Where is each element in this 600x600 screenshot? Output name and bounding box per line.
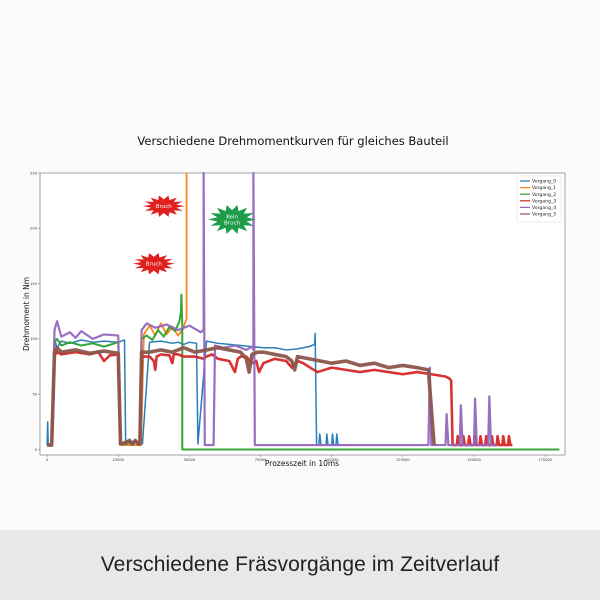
annotation-text: Bruch	[156, 204, 173, 210]
y-tick-label: 250	[30, 171, 38, 175]
x-tick-label: 175000	[538, 458, 552, 462]
series-line-vorgang-1	[121, 173, 188, 446]
annotation-star-shape	[142, 195, 185, 217]
plot-frame	[39, 172, 566, 456]
legend: Vorgang_0Vorgang_1Vorgang_2Vorgang_3Vorg…	[516, 175, 562, 223]
caption-bar: Verschiedene Fräsvorgänge im Zeitverlauf	[0, 530, 600, 600]
x-tick-label: 75000	[255, 458, 267, 462]
x-axis-label: Prozesszeit in 10ms	[265, 459, 339, 468]
y-tick-label: 100	[30, 337, 38, 341]
annotation-text: Kein	[226, 214, 238, 220]
series-layer	[46, 171, 560, 451]
y-tick-label: 200	[30, 227, 38, 231]
x-tick-label: 0	[46, 458, 49, 462]
legend-label: Vorgang_0	[532, 179, 556, 185]
annotation-burst: Bruch	[132, 253, 175, 275]
x-tick-label: 100000	[325, 458, 339, 462]
axis-ticks: 0 25000 50000 75000 100000 125000 150000 175000…	[30, 171, 553, 462]
chart-title: Verschiedene Drehmomentkurven für gleich…	[137, 134, 448, 148]
legend-label: Vorgang_5	[532, 212, 556, 218]
y-tick-label: 0	[35, 448, 38, 452]
caption: Verschiedene Fräsvorgänge im Zeitverlauf	[100, 553, 500, 576]
series-line-vorgang-0	[46, 332, 349, 446]
legend-label: Vorgang_2	[532, 192, 556, 198]
series-line-vorgang-5	[47, 345, 436, 447]
legend-label: Vorgang_3	[532, 198, 556, 204]
legend-label: Vorgang_4	[532, 205, 556, 211]
annotation-text: Bruch	[146, 262, 163, 268]
x-tick-label: 125000	[396, 458, 410, 462]
annotation-star-shape	[208, 204, 257, 234]
annotation-star-shape	[132, 253, 175, 275]
x-tick-label: 150000	[467, 458, 481, 462]
annotation-text: Bruch	[224, 221, 241, 227]
figure: Verschiedene Drehmomentkurven für gleich…	[22, 134, 566, 468]
torque-chart: Verschiedene Drehmomentkurven für gleich…	[22, 134, 566, 468]
legend-label: Vorgang_1	[532, 185, 556, 191]
x-tick-label: 50000	[184, 458, 196, 462]
x-tick-label: 25000	[113, 458, 125, 462]
y-axis-label: Drehmoment in Nm	[22, 277, 31, 351]
annotation-burst: Bruch	[142, 195, 185, 217]
y-tick-label: 150	[30, 282, 38, 286]
y-tick-label: 50	[32, 392, 37, 396]
